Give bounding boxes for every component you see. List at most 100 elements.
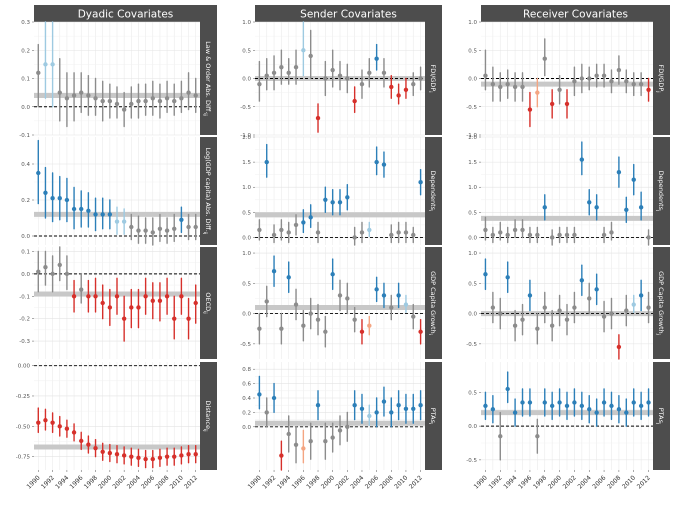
row-strip-label: Dependentsj bbox=[655, 171, 665, 212]
row-strip-label: Dependentsi bbox=[427, 171, 437, 212]
estimate-point bbox=[164, 228, 170, 233]
estimate-point bbox=[549, 101, 555, 107]
estimate-point bbox=[57, 424, 62, 429]
estimate-point bbox=[179, 294, 184, 299]
y-tick-label: 0.1 bbox=[21, 77, 30, 83]
panel-6: -0.3 -0.2 -0.1 0.0 0.1 OECDij bbox=[19, 246, 217, 359]
estimate-point bbox=[93, 96, 98, 101]
y-tick-label: 1.0 bbox=[468, 251, 477, 257]
estimate-point bbox=[301, 220, 306, 225]
estimate-point bbox=[186, 224, 191, 230]
y-tick-label: 0.8 bbox=[242, 367, 251, 373]
estimate-point bbox=[114, 101, 120, 107]
panel-1: -1.0 -0.5 0.0 0.5 1.0 FDI/GDPi bbox=[240, 20, 442, 139]
estimate-point bbox=[411, 406, 416, 411]
row-strip-subscript: ij bbox=[202, 429, 208, 432]
estimate-point bbox=[193, 452, 198, 457]
estimate-point bbox=[549, 323, 555, 328]
estimate-point bbox=[264, 159, 269, 165]
x-tick-label: 2012 bbox=[636, 474, 652, 490]
y-tick-label: 0.5 bbox=[468, 281, 477, 287]
x-tick-label: 1992 bbox=[261, 474, 277, 490]
estimate-point bbox=[352, 235, 357, 240]
estimate-point bbox=[601, 232, 607, 238]
row-strip-subscript: i bbox=[427, 91, 433, 92]
x-tick-label: 2006 bbox=[591, 474, 607, 490]
estimate-point bbox=[616, 67, 622, 73]
estimate-point bbox=[36, 269, 41, 274]
x-tick-label: 1998 bbox=[532, 474, 548, 490]
row-strip-label-text: FDI/GDP bbox=[657, 64, 665, 91]
estimate-point bbox=[150, 230, 155, 235]
x-tick-label: 2012 bbox=[183, 474, 199, 490]
estimate-point bbox=[43, 264, 48, 270]
estimate-point bbox=[308, 215, 313, 220]
y-tick-label: 0.2 bbox=[242, 410, 251, 416]
row-strip-bg bbox=[653, 247, 670, 359]
column-header-2: Receiver Covariates bbox=[523, 9, 628, 21]
estimate-point bbox=[367, 70, 372, 76]
estimate-point bbox=[43, 190, 48, 195]
estimate-point bbox=[572, 400, 577, 405]
estimate-point bbox=[293, 222, 299, 228]
estimate-point bbox=[86, 442, 91, 447]
row-strip-label: OECDij bbox=[202, 292, 212, 313]
estimate-point bbox=[557, 400, 562, 405]
estimate-point bbox=[490, 407, 496, 412]
estimate-point bbox=[616, 344, 622, 350]
panel-10: 0.0 0.2 0.4 0.6 0.8 PTAsi 19901992199419961998… bbox=[242, 362, 442, 491]
estimate-point bbox=[264, 73, 269, 78]
estimate-point bbox=[315, 403, 321, 408]
estimate-point bbox=[271, 70, 277, 76]
row-strip-bg bbox=[653, 362, 670, 470]
panel-5: 0.0 0.5 1.0 1.5 2.0 Dependentsj bbox=[468, 135, 670, 246]
x-tick-label: 1994 bbox=[276, 474, 292, 490]
estimate-point bbox=[157, 98, 163, 104]
row-strip-subscript: j bbox=[655, 90, 661, 92]
estimate-point bbox=[293, 442, 299, 447]
column-header-bg bbox=[481, 5, 670, 22]
y-tick-label: 1.0 bbox=[468, 185, 477, 191]
estimate-point bbox=[271, 232, 277, 238]
estimate-point bbox=[193, 93, 198, 98]
y-tick-label: 1.0 bbox=[242, 20, 251, 26]
x-tick-label: 1994 bbox=[54, 474, 70, 490]
estimate-point bbox=[164, 294, 170, 299]
estimate-point bbox=[367, 227, 372, 233]
estimate-point bbox=[579, 76, 585, 81]
estimate-point bbox=[323, 197, 328, 202]
y-tick-label: -0.75 bbox=[16, 455, 31, 461]
estimate-point bbox=[36, 420, 41, 425]
column-header-1: Sender Covariates bbox=[300, 9, 397, 21]
x-tick-label: 2010 bbox=[393, 474, 409, 490]
estimate-point bbox=[389, 410, 394, 415]
estimate-point bbox=[315, 317, 321, 322]
row-strip-bg bbox=[425, 22, 442, 135]
estimate-point bbox=[100, 212, 105, 217]
estimate-point bbox=[418, 180, 423, 185]
row-strip-bg bbox=[425, 247, 442, 359]
estimate-point bbox=[330, 67, 335, 73]
column-header-bg bbox=[34, 5, 217, 22]
estimate-point bbox=[186, 316, 191, 321]
estimate-point bbox=[345, 195, 350, 200]
estimate-point bbox=[121, 107, 127, 112]
row-strip-subscript: i bbox=[427, 210, 433, 211]
estimate-point bbox=[71, 294, 77, 299]
y-tick-label: -0.5 bbox=[466, 105, 477, 111]
estimate-point bbox=[557, 308, 562, 313]
x-tick-label: 2008 bbox=[606, 474, 622, 490]
x-tick-label: 1994 bbox=[502, 474, 518, 490]
estimate-point bbox=[286, 70, 291, 76]
estimate-point bbox=[587, 200, 592, 205]
estimate-point bbox=[535, 434, 540, 439]
estimate-point bbox=[542, 56, 547, 61]
estimate-point bbox=[129, 454, 134, 459]
estimate-point bbox=[520, 317, 525, 322]
estimate-point bbox=[557, 232, 562, 238]
estimate-point bbox=[286, 275, 291, 280]
y-tick-label: 0.5 bbox=[242, 48, 251, 54]
x-tick-label: 2002 bbox=[562, 474, 578, 490]
row-strip-label-text: GDP Capita Growth bbox=[429, 271, 437, 334]
estimate-point bbox=[136, 98, 141, 104]
